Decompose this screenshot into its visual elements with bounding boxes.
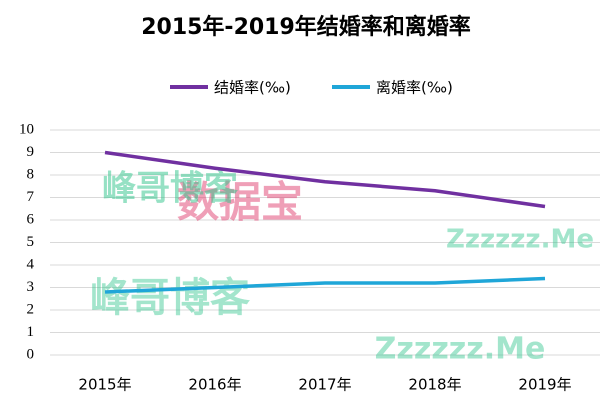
watermark: Zzzzzz.Me [375,332,546,367]
legend-label: 结婚率(‰) [214,79,291,97]
y-tick-label: 8 [27,166,35,182]
y-tick-label: 0 [27,346,35,362]
y-tick-label: 5 [27,234,35,250]
x-tick-label: 2017年 [298,376,351,394]
y-tick-label: 1 [27,324,35,340]
data-line [104,276,546,294]
y-tick-label: 7 [27,189,35,205]
legend-label: 离婚率(‰) [376,79,453,97]
y-tick-label: 9 [27,144,35,160]
x-tick-label: 2019年 [518,376,571,394]
data-line [104,150,546,209]
watermark: 数据宝 [177,178,303,227]
x-tick-label: 2018年 [408,376,461,394]
watermark: 峰哥博客 [102,169,238,209]
y-tick-label: 4 [27,256,35,272]
y-tick-label: 10 [19,121,34,137]
chart-title: 2015年-2019年结婚率和离婚率 [141,14,471,40]
y-tick-label: 6 [27,211,35,227]
y-tick-label: 2 [27,301,35,317]
watermark: Zzzzzz.Me [446,225,594,255]
x-tick-label: 2016年 [188,376,241,394]
x-tick-label: 2015年 [78,376,131,394]
watermark: 峰哥博客 [90,275,250,321]
y-tick-label: 3 [27,279,35,295]
